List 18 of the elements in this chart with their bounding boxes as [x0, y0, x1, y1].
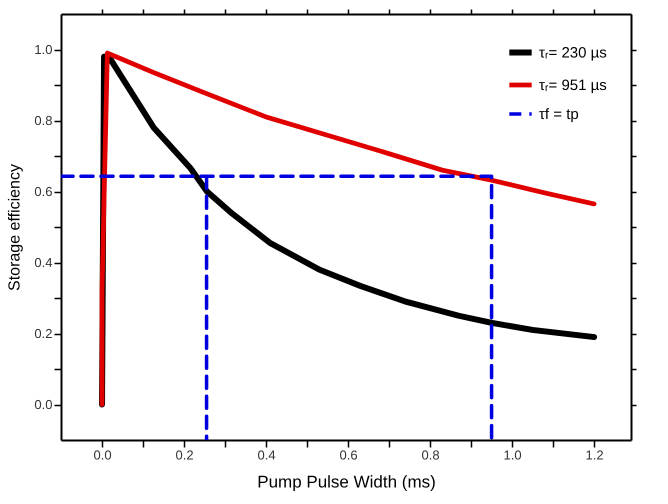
- y-tick-label: 0.4: [34, 255, 52, 270]
- y-axis-title: Storage efficiency: [6, 164, 24, 291]
- legend-label: τᵣ= 230 µs: [539, 44, 607, 62]
- y-tick-label: 1.0: [34, 42, 52, 57]
- legend-label: τᵣ= 951 µs: [539, 77, 607, 94]
- x-tick-label: 1.0: [504, 448, 522, 462]
- y-tick-label: 0.6: [34, 184, 52, 199]
- x-tick-label: 0.6: [340, 448, 358, 462]
- x-tick-label: 0.4: [257, 448, 276, 462]
- legend-label: τf = tp: [539, 106, 579, 123]
- x-tick-label: 1.2: [586, 448, 604, 462]
- x-tick-label: 0.0: [93, 448, 112, 462]
- y-tick-label: 0.8: [34, 113, 52, 128]
- y-tick-label: 0.0: [34, 397, 52, 412]
- x-axis-title: Pump Pulse Width (ms): [257, 472, 436, 492]
- x-tick-label: 0.2: [175, 448, 194, 462]
- x-tick-label: 0.8: [422, 448, 440, 462]
- y-tick-label: 0.2: [34, 326, 52, 341]
